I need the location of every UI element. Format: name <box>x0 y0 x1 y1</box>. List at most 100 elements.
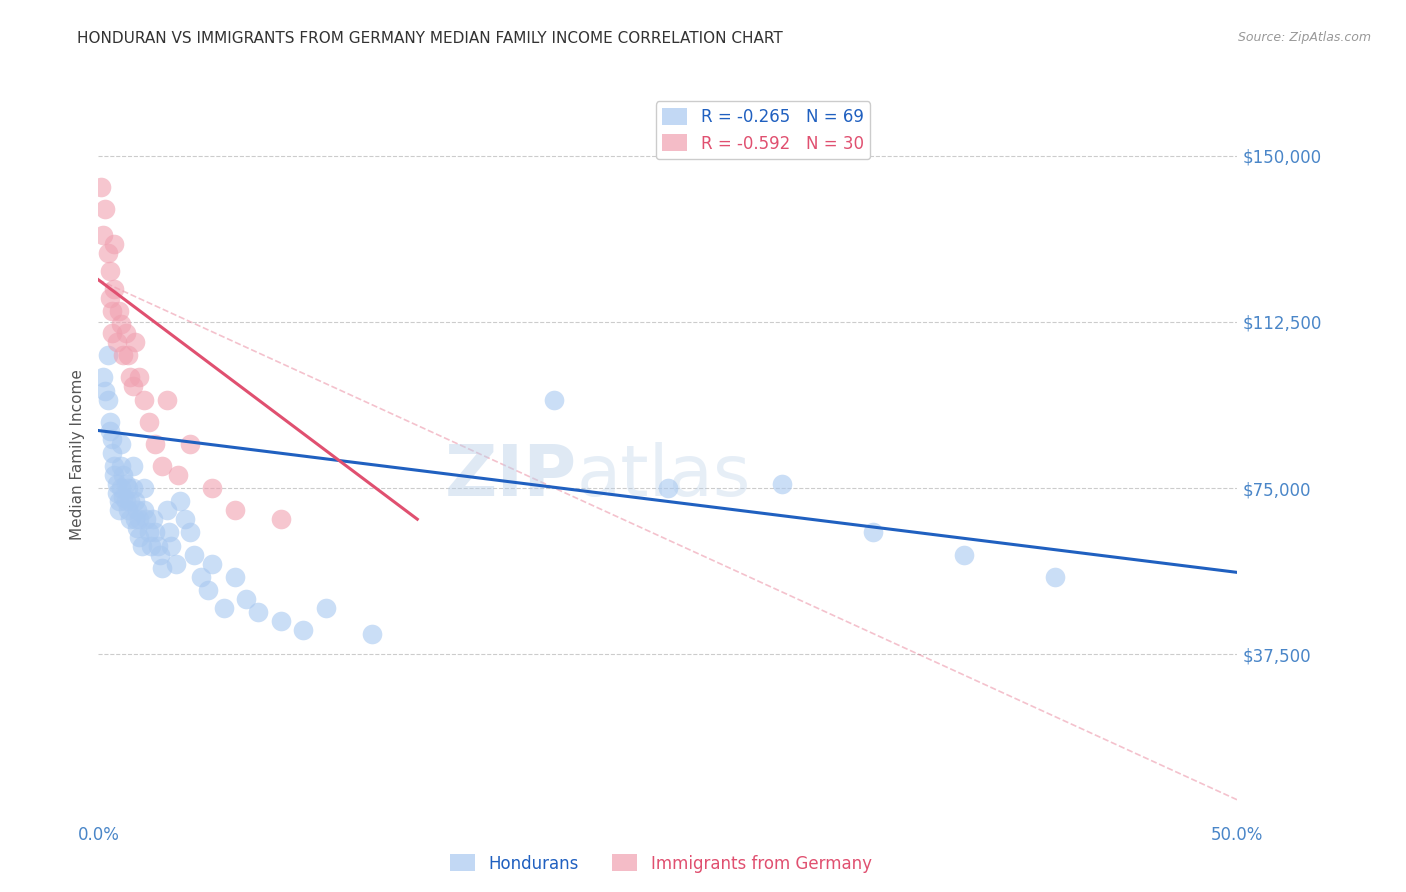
Point <box>94 202 117 216</box>
Point <box>197 583 219 598</box>
Point <box>139 539 162 553</box>
Point <box>169 494 191 508</box>
Point <box>224 503 246 517</box>
Point <box>110 481 132 495</box>
Point <box>120 494 142 508</box>
Point <box>543 392 565 407</box>
Point <box>103 237 125 252</box>
Point <box>127 521 149 535</box>
Text: ZIP: ZIP <box>444 442 576 511</box>
Point <box>120 370 142 384</box>
Point <box>145 525 167 540</box>
Point <box>127 503 149 517</box>
Point <box>103 282 125 296</box>
Point <box>120 512 142 526</box>
Point <box>114 326 136 340</box>
Point <box>270 512 292 526</box>
Point <box>101 446 124 460</box>
Point <box>132 481 155 495</box>
Y-axis label: Median Family Income: Median Family Income <box>69 369 84 541</box>
Point <box>145 437 167 451</box>
Point <box>96 348 118 362</box>
Point <box>103 467 125 482</box>
Point <box>105 334 128 349</box>
Point <box>138 525 160 540</box>
Point <box>160 539 183 553</box>
Point <box>98 415 121 429</box>
Point <box>121 379 143 393</box>
Legend: Hondurans, Immigrants from Germany: Hondurans, Immigrants from Germany <box>443 847 879 880</box>
Point <box>138 415 160 429</box>
Legend: R = -0.265   N = 69, R = -0.592   N = 30: R = -0.265 N = 69, R = -0.592 N = 30 <box>655 101 870 159</box>
Point <box>101 433 124 447</box>
Point <box>1043 570 1066 584</box>
Point <box>114 476 136 491</box>
Point <box>96 392 118 407</box>
Point <box>174 512 197 526</box>
Point <box>156 503 179 517</box>
Point <box>128 512 150 526</box>
Point <box>103 458 125 473</box>
Point <box>128 370 150 384</box>
Point <box>315 600 337 615</box>
Point <box>105 485 128 500</box>
Point <box>98 424 121 438</box>
Point <box>770 476 793 491</box>
Point <box>235 592 257 607</box>
Point <box>132 392 155 407</box>
Point <box>128 530 150 544</box>
Text: Source: ZipAtlas.com: Source: ZipAtlas.com <box>1237 31 1371 45</box>
Point <box>108 494 131 508</box>
Point <box>953 548 976 562</box>
Point <box>98 291 121 305</box>
Point <box>149 548 172 562</box>
Text: atlas: atlas <box>576 442 751 511</box>
Point <box>108 303 131 318</box>
Point <box>121 481 143 495</box>
Point <box>201 557 224 571</box>
Point <box>150 458 173 473</box>
Point <box>657 481 679 495</box>
Point <box>165 557 187 571</box>
Point <box>183 548 205 562</box>
Point <box>110 437 132 451</box>
Point <box>117 481 139 495</box>
Point <box>156 392 179 407</box>
Point <box>292 623 315 637</box>
Point <box>112 490 135 504</box>
Point <box>212 600 235 615</box>
Point <box>98 264 121 278</box>
Point <box>105 476 128 491</box>
Point <box>146 539 169 553</box>
Point <box>135 512 157 526</box>
Point <box>90 179 112 194</box>
Point <box>157 525 180 540</box>
Point <box>112 467 135 482</box>
Point <box>132 503 155 517</box>
Point <box>246 605 269 619</box>
Point <box>91 228 114 243</box>
Point <box>114 494 136 508</box>
Point <box>124 494 146 508</box>
Point <box>270 614 292 628</box>
Point <box>224 570 246 584</box>
Point <box>91 370 114 384</box>
Point <box>179 437 201 451</box>
Point <box>150 561 173 575</box>
Point <box>124 512 146 526</box>
Point <box>131 539 153 553</box>
Point <box>167 467 190 482</box>
Point <box>110 317 132 331</box>
Point <box>117 503 139 517</box>
Point <box>124 334 146 349</box>
Point <box>112 348 135 362</box>
Point <box>179 525 201 540</box>
Point <box>862 525 884 540</box>
Point <box>142 512 165 526</box>
Point <box>117 348 139 362</box>
Point <box>94 384 117 398</box>
Point <box>110 458 132 473</box>
Point <box>121 458 143 473</box>
Point <box>201 481 224 495</box>
Point <box>108 503 131 517</box>
